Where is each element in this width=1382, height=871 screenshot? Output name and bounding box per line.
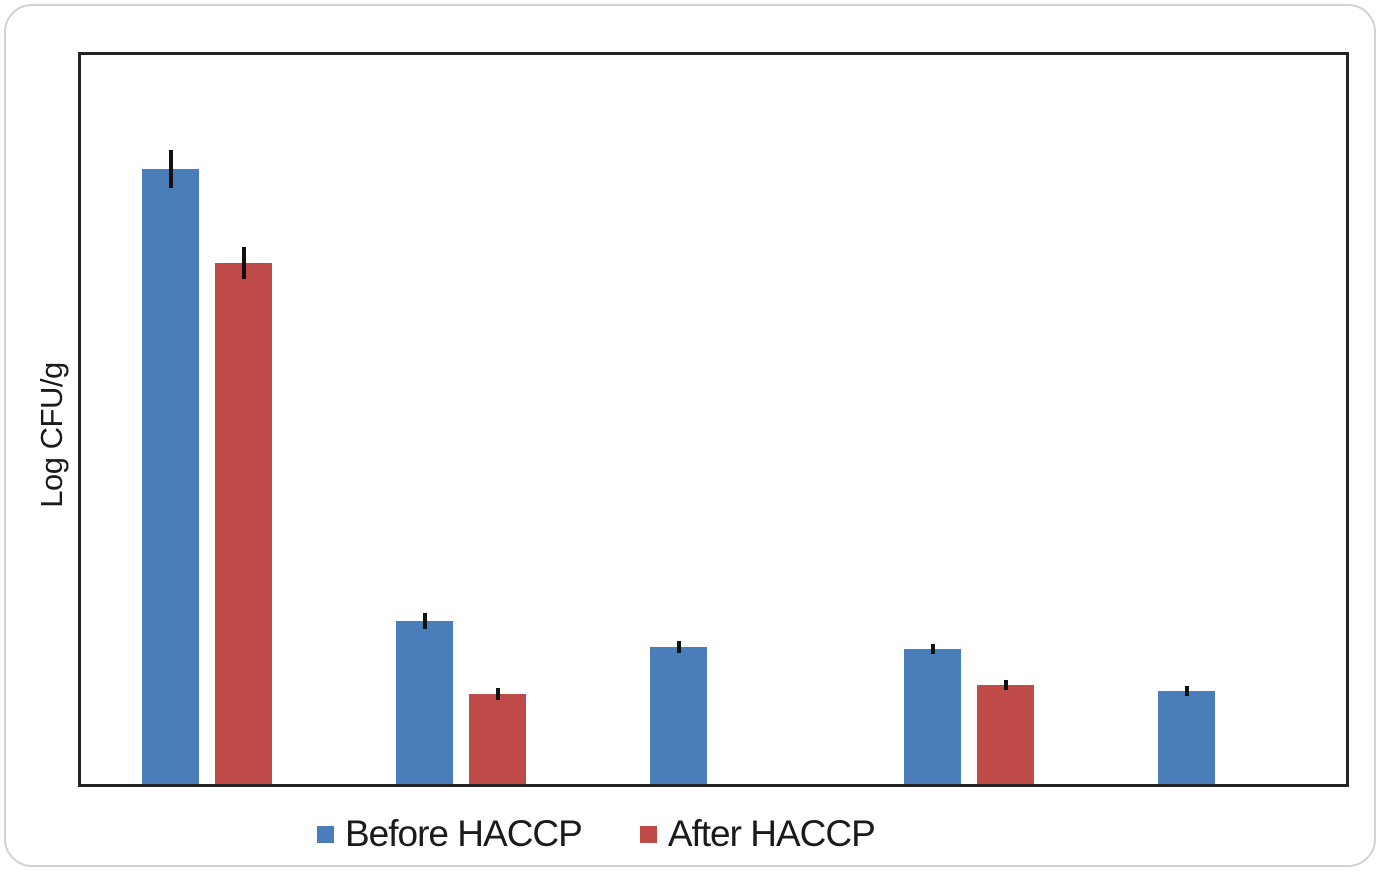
error-bar-before-haccp-group-5 — [1185, 686, 1189, 696]
bar-before-haccp-group-3 — [650, 647, 707, 784]
y-axis-label: Log CFU/g — [34, 362, 69, 508]
bar-after-haccp-group-2 — [469, 694, 526, 784]
error-bar-before-haccp-group-4 — [931, 644, 935, 654]
bar-before-haccp-group-5 — [1158, 691, 1215, 784]
legend: Before HACCP After HACCP — [317, 810, 876, 858]
plot-area — [78, 52, 1349, 787]
legend-label-before-haccp: Before HACCP — [345, 813, 583, 854]
bar-before-haccp-group-4 — [904, 649, 961, 784]
bar-after-haccp-group-4 — [977, 685, 1034, 784]
error-bar-after-haccp-group-2 — [496, 688, 500, 700]
error-bar-before-haccp-group-2 — [423, 613, 427, 629]
error-bar-before-haccp-group-1 — [169, 150, 173, 188]
legend-item-before-haccp: Before HACCP — [317, 813, 583, 855]
error-bar-after-haccp-group-4 — [1004, 680, 1008, 690]
legend-label-after-haccp: After HACCP — [667, 813, 876, 854]
error-bar-before-haccp-group-3 — [677, 641, 681, 653]
error-bar-after-haccp-group-1 — [242, 247, 246, 279]
legend-item-after-haccp: After HACCP — [639, 813, 876, 855]
bar-before-haccp-group-2 — [396, 621, 453, 784]
bar-before-haccp-group-1 — [142, 169, 199, 784]
legend-swatch-before-haccp-icon — [317, 825, 334, 843]
bar-after-haccp-group-1 — [215, 263, 272, 784]
legend-swatch-after-haccp-icon — [639, 825, 657, 843]
